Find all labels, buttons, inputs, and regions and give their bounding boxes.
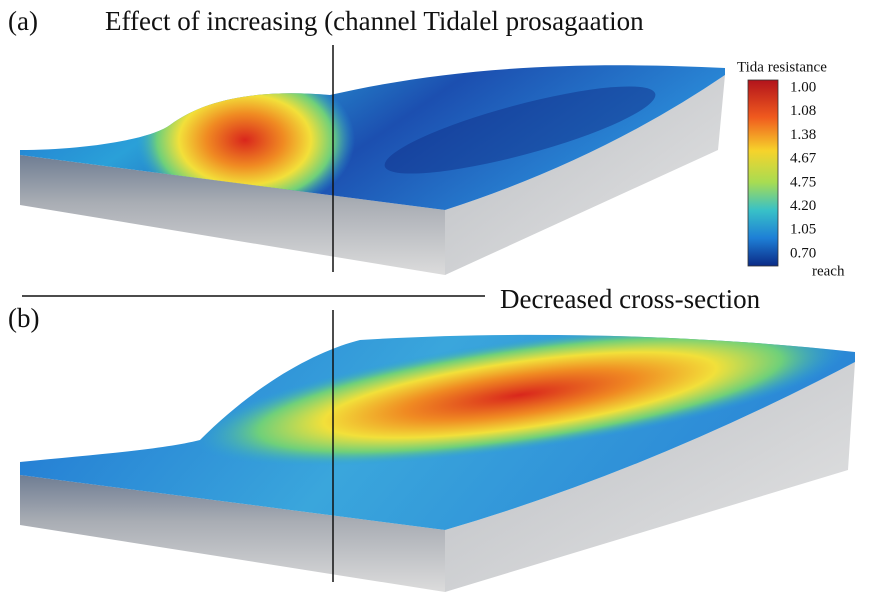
panel-title: Effect of increasing (channel Tidalel pr… — [105, 6, 644, 36]
colorbar-label: 1.38 — [790, 127, 816, 143]
panel-label: (b) — [8, 303, 39, 333]
colorbar-label: 4.67 — [790, 151, 817, 167]
colorbar-gradient — [748, 80, 778, 266]
colorbar-title: Tida resistance — [737, 59, 827, 75]
page: (a) Effect of increasing (channel Tidale… — [0, 0, 879, 602]
slab-b — [20, 295, 855, 592]
colorbar-label: 1.00 — [790, 79, 816, 95]
slab-a — [20, 65, 725, 275]
colorbar-label: 0.70 — [790, 245, 816, 261]
colorbar-label: 4.75 — [790, 174, 816, 190]
colorbar: Tida resistance reach 1.00 1.08 1.38 4.67 4.… — [737, 59, 845, 279]
colorbar-label: 1.08 — [790, 103, 816, 119]
panel-title: Decreased cross-section — [500, 284, 761, 314]
colorbar-label: 1.05 — [790, 222, 816, 238]
panel-label: (a) — [8, 6, 38, 36]
colorbar-label: 4.20 — [790, 198, 816, 214]
figure: (a) Effect of increasing (channel Tidale… — [0, 0, 879, 602]
colorbar-footer: reach — [812, 263, 845, 279]
